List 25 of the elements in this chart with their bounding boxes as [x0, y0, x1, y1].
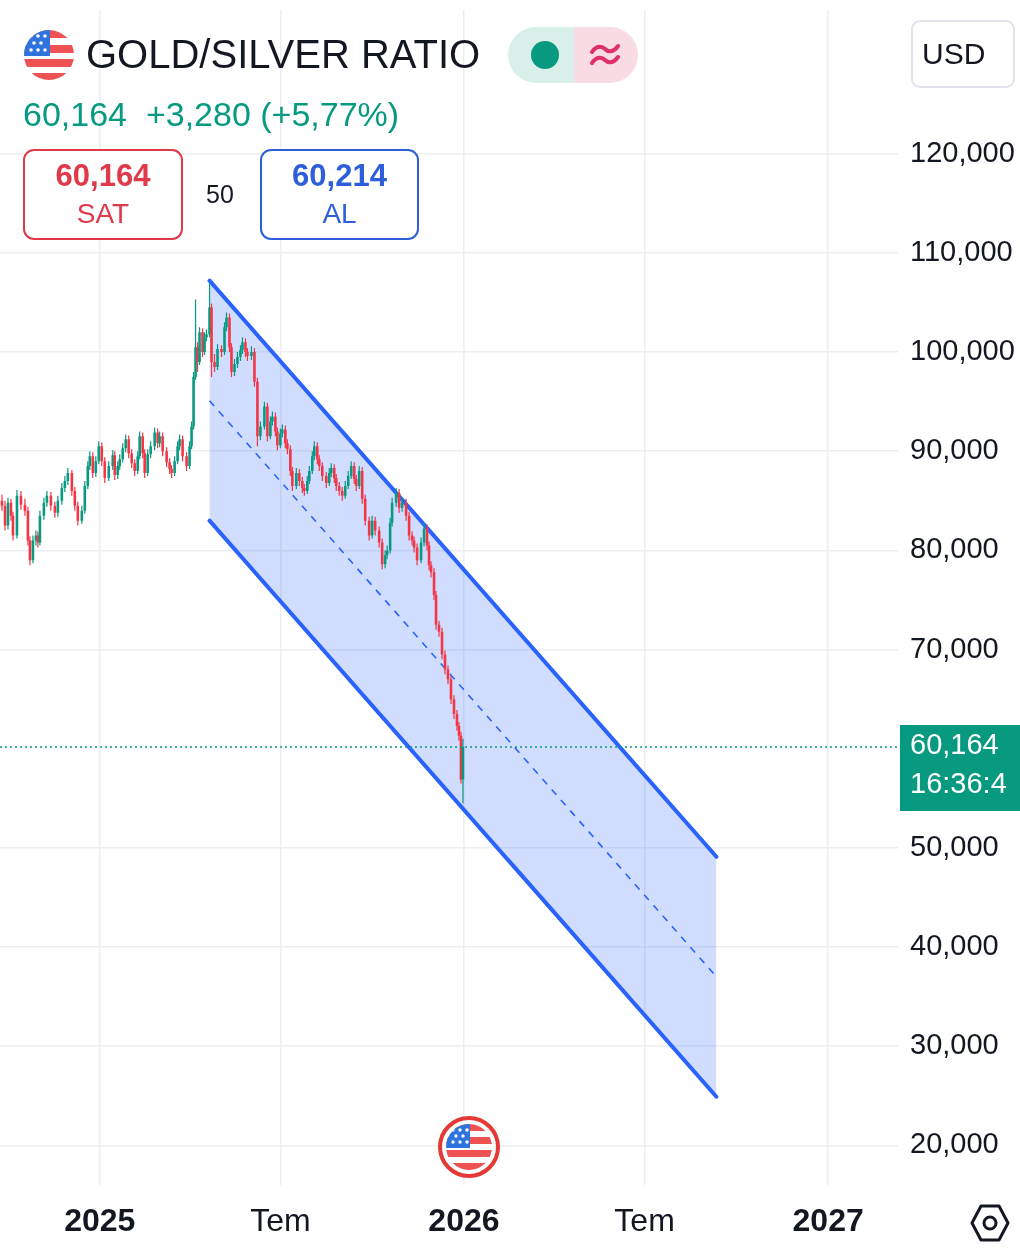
x-tick-label: Tem [614, 1202, 675, 1239]
annotation: 60,214 [291, 157, 388, 195]
x-tick-label: 2027 [792, 1202, 864, 1239]
annotation: 60,164 [54, 157, 152, 195]
annotation: AL [321, 197, 358, 231]
y-tick-label: 80,000 [910, 532, 999, 565]
y-tick-label: 120,000 [910, 135, 1015, 168]
text: GOLD/SILVER RATIO [86, 31, 481, 78]
y-tick-label: 50,000 [910, 829, 999, 862]
text: 16:36:4 [910, 767, 1007, 800]
y-tick-label: 30,000 [910, 1028, 999, 1061]
ref-line-label: 60,164 [910, 728, 999, 761]
x-tick-label: 2026 [428, 1202, 500, 1239]
y-tick-label: 90,000 [910, 433, 999, 466]
y-tick-label: 110,000 [910, 234, 1013, 267]
x-tick-label: Tem [250, 1202, 311, 1239]
text: USD [911, 20, 1015, 88]
y-tick-label: 100,000 [910, 334, 1015, 367]
text: 60,164 +3,280 (+5,77%) [23, 94, 400, 134]
annotation: 50 [206, 179, 234, 209]
y-tick-label: 40,000 [910, 929, 999, 962]
x-tick-label: 2025 [64, 1202, 136, 1239]
y-tick-label: 70,000 [910, 631, 999, 664]
annotation: SAT [75, 197, 131, 231]
y-tick-label: 20,000 [910, 1127, 999, 1160]
